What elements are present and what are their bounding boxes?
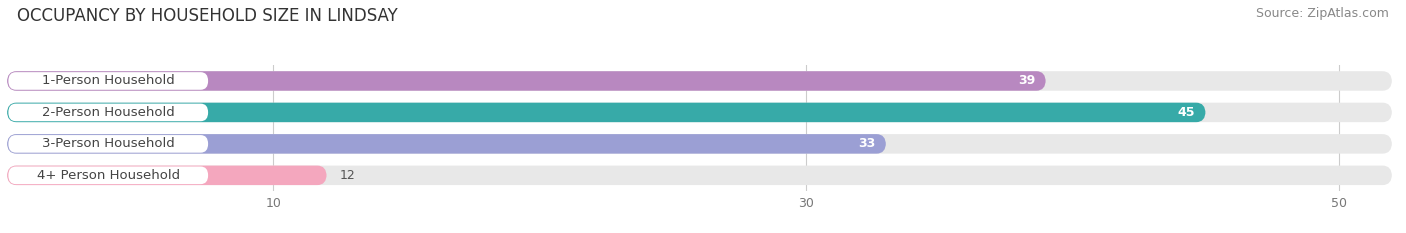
FancyBboxPatch shape	[7, 71, 1392, 91]
FancyBboxPatch shape	[7, 103, 1205, 122]
FancyBboxPatch shape	[8, 167, 208, 184]
Text: 45: 45	[1177, 106, 1195, 119]
Text: 12: 12	[340, 169, 356, 182]
FancyBboxPatch shape	[8, 72, 208, 90]
Text: 1-Person Household: 1-Person Household	[42, 75, 174, 87]
FancyBboxPatch shape	[7, 166, 1392, 185]
FancyBboxPatch shape	[7, 166, 326, 185]
Text: OCCUPANCY BY HOUSEHOLD SIZE IN LINDSAY: OCCUPANCY BY HOUSEHOLD SIZE IN LINDSAY	[17, 7, 398, 25]
FancyBboxPatch shape	[7, 134, 886, 154]
FancyBboxPatch shape	[7, 71, 1046, 91]
Text: 4+ Person Household: 4+ Person Household	[37, 169, 180, 182]
Text: 2-Person Household: 2-Person Household	[42, 106, 174, 119]
FancyBboxPatch shape	[7, 103, 1392, 122]
FancyBboxPatch shape	[7, 134, 1392, 154]
Text: 39: 39	[1018, 75, 1035, 87]
Text: 3-Person Household: 3-Person Household	[42, 137, 174, 150]
FancyBboxPatch shape	[8, 135, 208, 153]
FancyBboxPatch shape	[8, 104, 208, 121]
Text: Source: ZipAtlas.com: Source: ZipAtlas.com	[1256, 7, 1389, 20]
Text: 33: 33	[858, 137, 876, 150]
